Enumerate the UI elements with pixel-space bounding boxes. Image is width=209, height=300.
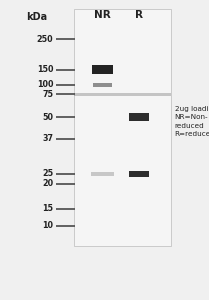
Text: 150: 150 — [37, 65, 53, 74]
Text: 100: 100 — [37, 80, 53, 89]
Text: 250: 250 — [37, 34, 53, 43]
Text: 37: 37 — [42, 134, 53, 143]
Bar — [74, 93, 171, 96]
Bar — [129, 113, 149, 121]
Text: R: R — [135, 10, 143, 20]
Bar — [74, 9, 171, 246]
Text: 10: 10 — [42, 221, 53, 230]
Bar — [91, 172, 114, 176]
Bar — [93, 82, 112, 87]
Text: 25: 25 — [42, 169, 53, 178]
Text: NR: NR — [94, 10, 111, 20]
Text: 50: 50 — [42, 112, 53, 122]
Text: 75: 75 — [42, 90, 53, 99]
Text: 15: 15 — [42, 204, 53, 213]
Text: kDa: kDa — [26, 11, 47, 22]
Text: 20: 20 — [42, 179, 53, 188]
Bar — [92, 65, 113, 74]
Text: 2ug loading
NR=Non-
reduced
R=reduced: 2ug loading NR=Non- reduced R=reduced — [175, 106, 209, 137]
Bar — [129, 171, 149, 177]
